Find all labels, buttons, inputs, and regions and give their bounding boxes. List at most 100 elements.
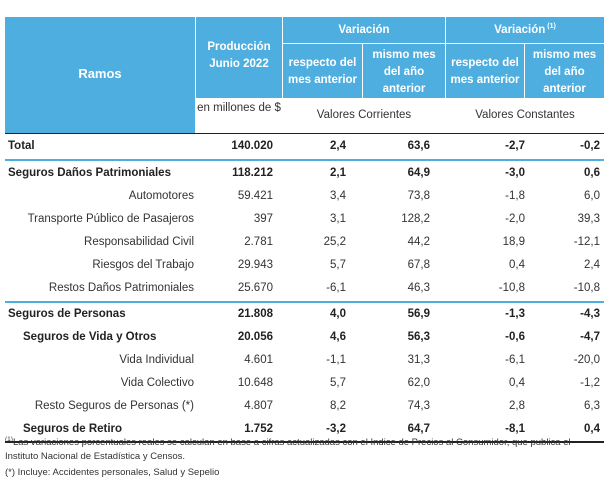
row-var-cur-month: -6,1 xyxy=(326,282,346,294)
row-var-const-month: -10,8 xyxy=(498,282,525,294)
table-row: Seguros de Vida y Otros 20.056 4,6 56,3 … xyxy=(5,326,604,349)
mismo-mes-anio-anterior-corrientes: mismo mes del año anterior xyxy=(372,49,436,95)
row-var-cur-year: 46,3 xyxy=(407,282,430,294)
row-label: Restos Daños Patrimoniales xyxy=(48,282,194,294)
row-label: Seguros de Vida y Otros xyxy=(23,331,157,343)
header-divider xyxy=(362,43,363,98)
row-var-const-year: -20,0 xyxy=(573,354,600,366)
row-var-cur-year: 63,6 xyxy=(407,140,430,152)
ramos-header: Ramos xyxy=(78,66,122,81)
row-label: Vida Individual xyxy=(119,354,194,366)
table-row: Resto Seguros de Personas (*) 4.807 8,2 … xyxy=(5,395,604,418)
row-var-const-year: -12,1 xyxy=(573,236,600,248)
table-row: Automotores 59.421 3,4 73,8 -1,8 6,0 xyxy=(5,185,604,208)
row-var-const-year: -1,2 xyxy=(580,377,600,389)
row-var-const-year: 6,3 xyxy=(584,400,600,412)
row-production: 4.807 xyxy=(244,400,273,412)
row-var-cur-year: 44,2 xyxy=(407,236,430,248)
row-label: Automotores xyxy=(128,190,194,202)
row-var-cur-year: 73,8 xyxy=(407,190,430,202)
row-var-const-year: -4,7 xyxy=(580,331,600,343)
header-divider xyxy=(446,43,604,44)
row-production: 21.808 xyxy=(237,308,273,320)
row-production: 59.421 xyxy=(237,190,273,202)
row-var-const-month: 18,9 xyxy=(502,236,525,248)
row-var-cur-year: 128,2 xyxy=(401,213,430,225)
header-divider xyxy=(524,43,525,98)
produccion-header: Producción Junio 2022 xyxy=(207,41,271,70)
header-divider xyxy=(282,17,283,133)
mismo-mes-anio-anterior-constantes: mismo mes del año anterior xyxy=(532,49,597,95)
row-var-const-month: -0,6 xyxy=(505,331,525,343)
row-production: 118.212 xyxy=(232,167,273,179)
row-var-cur-month: 2,1 xyxy=(330,167,346,179)
variacion-corrientes-header: Variación xyxy=(338,24,390,36)
valores-constantes-label: Valores Constantes xyxy=(446,98,604,133)
row-production: 10.648 xyxy=(237,377,273,389)
row-var-cur-month: 5,7 xyxy=(330,377,346,389)
row-var-const-month: -2,7 xyxy=(505,140,525,152)
row-var-cur-month: 3,4 xyxy=(330,190,346,202)
row-var-const-year: 2,4 xyxy=(584,259,600,271)
row-var-const-month: 0,4 xyxy=(509,259,525,271)
table-row: Seguros de Personas 21.808 4,0 56,9 -1,3… xyxy=(5,303,604,326)
row-production: 397 xyxy=(253,213,273,225)
row-var-const-month: -2,0 xyxy=(505,213,525,225)
section-separator xyxy=(5,159,604,161)
row-production: 140.020 xyxy=(231,140,273,152)
table-row: Transporte Público de Pasajeros 397 3,1 … xyxy=(5,208,604,231)
row-production: 2.781 xyxy=(244,236,273,248)
row-var-cur-year: 56,9 xyxy=(407,308,430,320)
row-var-cur-month: -1,1 xyxy=(326,354,346,366)
row-var-const-year: 0,4 xyxy=(584,423,600,435)
table-row: Vida Individual 4.601 -1,1 31,3 -6,1 -20… xyxy=(5,349,604,372)
row-production: 20.056 xyxy=(237,331,273,343)
row-var-cur-year: 56,3 xyxy=(407,331,430,343)
variacion-constantes-header: Variación (1) xyxy=(494,23,556,36)
row-var-cur-month: 8,2 xyxy=(330,400,346,412)
row-var-const-month: -3,0 xyxy=(505,167,525,179)
row-production: 29.943 xyxy=(237,259,273,271)
footnote-1: (1)Las variaciones porcentuales reales s… xyxy=(5,436,605,464)
row-var-cur-month: 5,7 xyxy=(330,259,346,271)
row-var-cur-month: -3,2 xyxy=(326,423,346,435)
row-var-const-month: -1,3 xyxy=(505,308,525,320)
table-row: Restos Daños Patrimoniales 25.670 -6,1 4… xyxy=(5,277,604,300)
row-label: Vida Colectivo xyxy=(120,377,194,389)
row-var-const-month: 2,8 xyxy=(509,400,525,412)
row-var-const-year: -10,8 xyxy=(573,282,600,294)
row-var-const-month: -1,8 xyxy=(505,190,525,202)
row-var-const-year: -0,2 xyxy=(580,140,600,152)
footnote-marker: (1) xyxy=(5,435,13,443)
row-label: Seguros de Retiro xyxy=(23,423,123,435)
row-var-const-month: -6,1 xyxy=(505,354,525,366)
table-row: Total 140.020 2,4 63,6 -2,7 -0,2 xyxy=(5,135,604,158)
row-label: Riesgos del Trabajo xyxy=(92,259,194,271)
row-var-cur-month: 4,0 xyxy=(330,308,346,320)
row-var-cur-year: 64,7 xyxy=(407,423,430,435)
row-production: 1.752 xyxy=(244,423,273,435)
header-divider xyxy=(283,43,445,44)
row-var-const-month: -8,1 xyxy=(505,423,525,435)
units-label: en millones de $ xyxy=(196,98,282,133)
row-label: Seguros Daños Patrimoniales xyxy=(8,167,171,179)
table-row: Vida Colectivo 10.648 5,7 62,0 0,4 -1,2 xyxy=(5,372,604,395)
table-row: Responsabilidad Civil 2.781 25,2 44,2 18… xyxy=(5,231,604,254)
table-row: Seguros de Retiro 1.752 -3,2 64,7 -8,1 0… xyxy=(5,418,604,441)
row-var-cur-month: 2,4 xyxy=(330,140,346,152)
valores-corrientes-label: Valores Corrientes xyxy=(283,98,445,133)
table-row: Seguros Daños Patrimoniales 118.212 2,1 … xyxy=(5,162,604,185)
table-row: Riesgos del Trabajo 29.943 5,7 67,8 0,4 … xyxy=(5,254,604,277)
row-var-const-year: 0,6 xyxy=(584,167,600,179)
row-var-cur-month: 4,6 xyxy=(330,331,346,343)
row-label: Total xyxy=(8,140,35,152)
row-production: 4.601 xyxy=(244,354,273,366)
respecto-mes-anterior-constantes: respecto del mes anterior xyxy=(450,57,520,86)
row-var-cur-year: 64,9 xyxy=(407,167,430,179)
header-bottom-line xyxy=(5,133,604,134)
row-production: 25.670 xyxy=(237,282,273,294)
row-var-cur-year: 74,3 xyxy=(407,400,430,412)
row-var-cur-month: 3,1 xyxy=(330,213,346,225)
row-var-const-year: -4,3 xyxy=(580,308,600,320)
row-var-cur-month: 25,2 xyxy=(323,236,346,248)
